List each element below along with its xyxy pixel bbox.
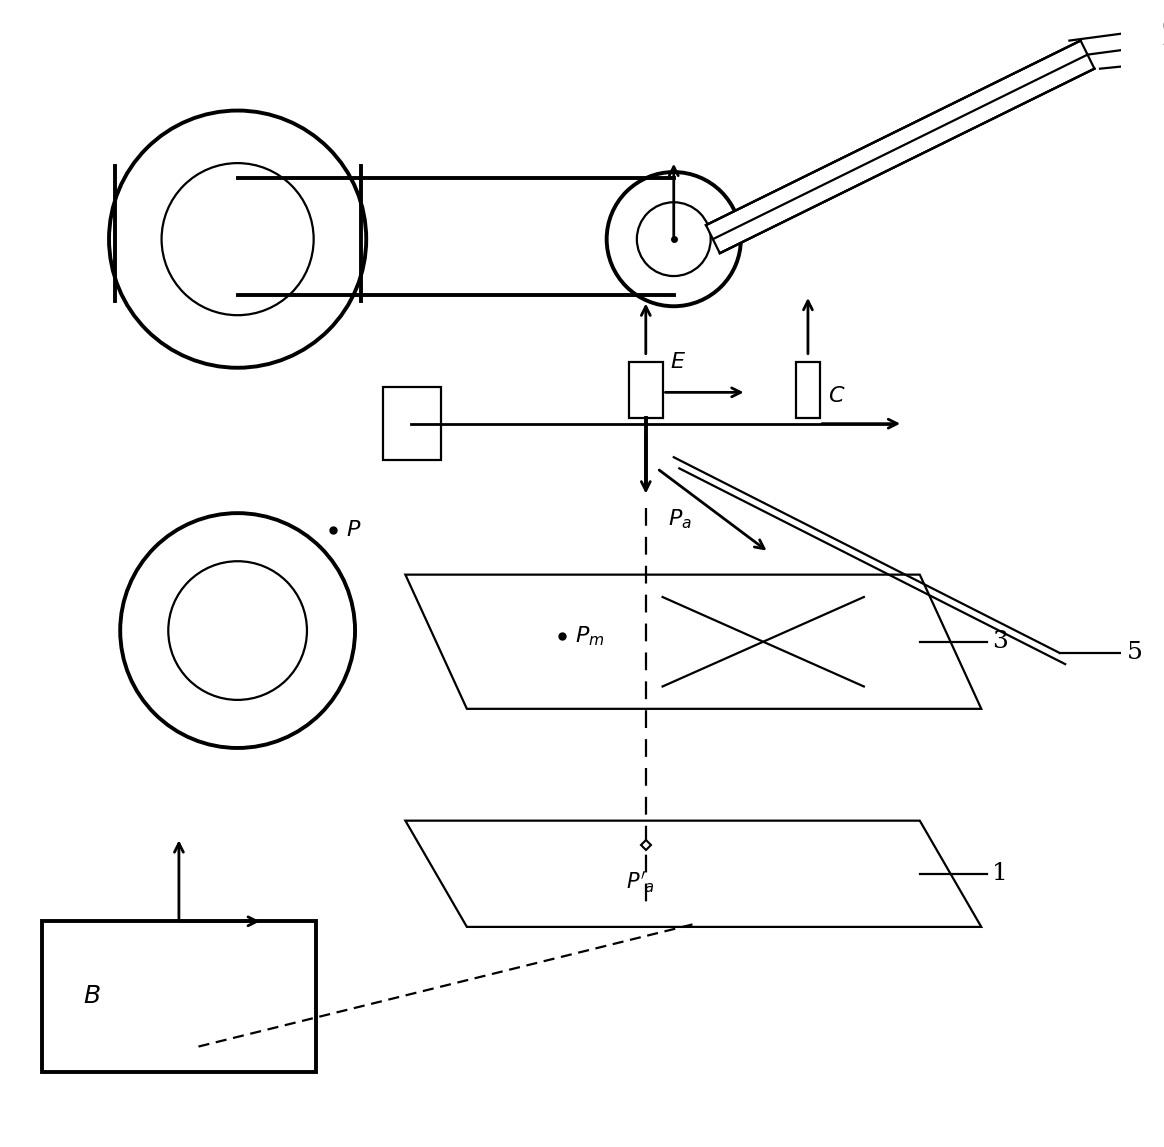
Text: 3: 3 (993, 630, 1008, 654)
Text: 4: 4 (1163, 32, 1164, 55)
Text: $E$: $E$ (670, 351, 687, 373)
Text: 5: 5 (1127, 641, 1143, 664)
Text: 6: 6 (1162, 16, 1164, 39)
Text: 1: 1 (993, 863, 1008, 885)
Text: $B$: $B$ (84, 985, 101, 1008)
Text: $P'_a$: $P'_a$ (626, 869, 654, 896)
Text: $C$: $C$ (828, 384, 845, 407)
Text: $P_m$: $P_m$ (575, 624, 605, 648)
Text: $P_a$: $P_a$ (668, 507, 693, 531)
Polygon shape (707, 40, 1094, 253)
Text: $P$: $P$ (346, 518, 362, 541)
